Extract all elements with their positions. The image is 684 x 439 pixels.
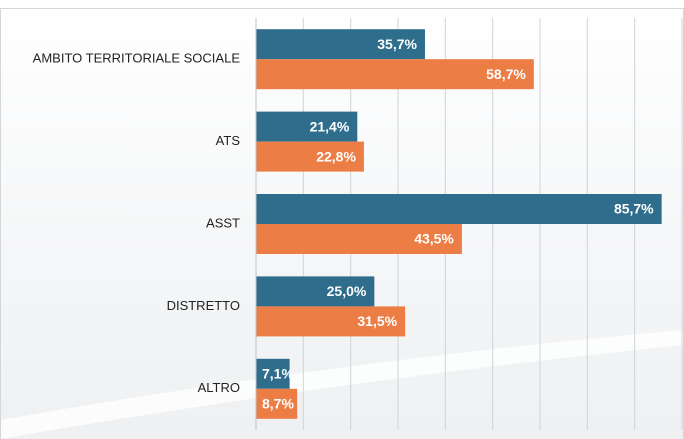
data-label: 22,8% — [316, 148, 356, 164]
y-tick-label: ASST — [206, 215, 240, 230]
bar — [256, 276, 375, 307]
y-tick-label: DISTRETTO — [167, 298, 240, 313]
y-tick-label: ATS — [216, 133, 241, 148]
bar — [256, 59, 534, 90]
data-label: 25,0% — [327, 283, 367, 299]
data-label: 7,1% — [262, 366, 294, 382]
data-label: 35,7% — [377, 36, 417, 52]
bar — [256, 224, 462, 254]
data-label: 85,7% — [614, 201, 654, 217]
bar — [256, 358, 290, 389]
data-label: 21,4% — [310, 118, 350, 134]
data-label: 8,7% — [262, 396, 294, 412]
bar — [256, 29, 425, 60]
data-label: 31,5% — [357, 313, 397, 329]
data-label: 58,7% — [486, 66, 526, 82]
y-tick-label: AMBITO TERRITORIALE SOCIALE — [33, 51, 241, 66]
y-tick-label: ALTRO — [198, 380, 240, 395]
swoosh — [0, 330, 684, 439]
bar — [256, 111, 358, 142]
data-label: 43,5% — [414, 231, 454, 247]
bar — [256, 141, 364, 172]
bar — [256, 194, 662, 224]
bar — [256, 388, 298, 419]
bar — [256, 306, 406, 337]
